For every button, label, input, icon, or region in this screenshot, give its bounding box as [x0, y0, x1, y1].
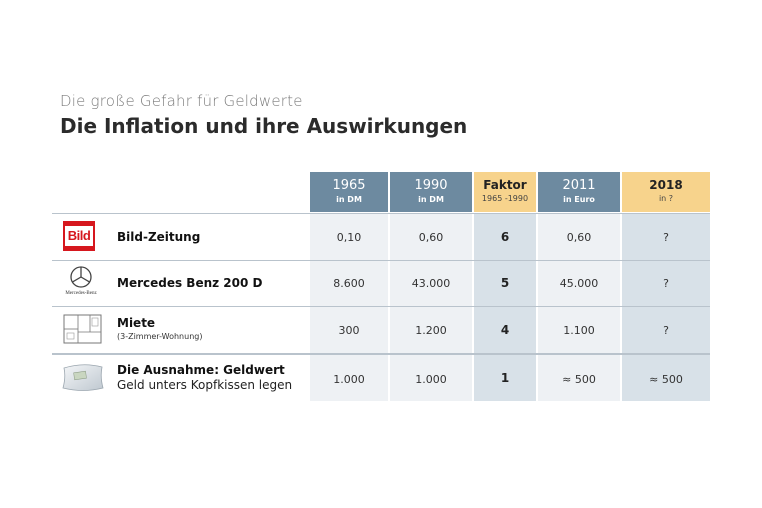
header-1965: 1965 in DM — [310, 172, 388, 212]
col-bg-faktor — [474, 214, 536, 401]
cell-value: ? — [663, 231, 669, 244]
mercedes-logo-text: Mercedes-Benz — [65, 291, 97, 296]
row-divider — [52, 213, 710, 214]
header-2018: 2018 in ? — [622, 172, 710, 212]
cell-value: 1.100 — [563, 324, 595, 337]
header-2018-year: 2018 — [649, 178, 683, 192]
row-label-main: Mercedes Benz 200 D — [117, 276, 263, 290]
row-label-sub: Geld unters Kopfkissen legen — [117, 378, 293, 392]
header-2018-unit: in ? — [658, 194, 674, 203]
header-faktor-range: 1965 -1990 — [481, 194, 529, 203]
cell-faktor: 4 — [500, 323, 510, 337]
cell-value: 43.000 — [411, 277, 451, 290]
cell-value: 1.200 — [415, 324, 447, 337]
page-title: Die Inflation und ihre Auswirkungen — [60, 114, 468, 138]
cell-value: 45.000 — [559, 277, 599, 290]
row-label-sub: (3-Zimmer-Wohnung) — [117, 332, 203, 341]
floorplan-icon — [62, 312, 104, 346]
col-bg-2011 — [538, 214, 620, 401]
mercedes-logo-icon: Mercedes-Benz — [58, 265, 104, 301]
header-1990: 1990 in DM — [390, 172, 472, 212]
bild-logo-text: Bild — [65, 226, 93, 246]
cell-faktor: 1 — [500, 371, 510, 385]
cell-value: 0,10 — [336, 231, 362, 244]
header-1990-unit: in DM — [418, 195, 444, 204]
header-faktor: Faktor 1965 -1990 — [474, 172, 536, 212]
cell-value: 1.000 — [333, 373, 365, 386]
row-divider — [52, 260, 710, 261]
header-2011-unit: in Euro — [563, 195, 595, 204]
page-subtitle: Die große Gefahr für Geldwerte — [60, 92, 303, 110]
cell-faktor: 6 — [500, 230, 510, 244]
col-bg-2018 — [622, 214, 710, 401]
header-faktor-label: Faktor — [483, 178, 527, 192]
cell-value: ≈ 500 — [562, 373, 596, 386]
row-label-main: Bild-Zeitung — [117, 230, 201, 244]
row-divider — [52, 306, 710, 307]
row-label-main: Miete — [117, 316, 156, 330]
header-1965-year: 1965 — [332, 178, 366, 193]
row-label-main: Die Ausnahme: Geldwert — [117, 363, 285, 377]
row-label-mercedes: Mercedes Benz 200 D — [117, 276, 262, 290]
row-divider — [52, 353, 710, 355]
row-label-ausnahme: Die Ausnahme: Geldwert Geld unters Kopfk… — [117, 363, 292, 392]
cell-value: ? — [663, 324, 669, 337]
cell-value: ≈ 500 — [649, 373, 683, 386]
row-label-bild: Bild-Zeitung — [117, 230, 200, 244]
header-2011: 2011 in Euro — [538, 172, 620, 212]
cell-faktor: 5 — [500, 276, 510, 290]
cell-value: 8.600 — [333, 277, 365, 290]
col-bg-1990 — [390, 214, 472, 401]
cell-value: 0,60 — [418, 231, 444, 244]
bild-logo-icon: Bild — [63, 221, 95, 251]
cell-value: 1.000 — [415, 373, 447, 386]
col-bg-1965 — [310, 214, 388, 401]
mercedes-star-icon — [70, 266, 92, 288]
header-2011-year: 2011 — [562, 178, 596, 193]
header-1965-unit: in DM — [336, 195, 362, 204]
row-label-miete: Miete (3-Zimmer-Wohnung) — [117, 316, 202, 341]
cell-value: ? — [663, 277, 669, 290]
cell-value: 0,60 — [566, 231, 592, 244]
cell-value: 300 — [338, 324, 360, 337]
header-1990-year: 1990 — [414, 178, 448, 193]
pillow-icon — [60, 360, 106, 394]
